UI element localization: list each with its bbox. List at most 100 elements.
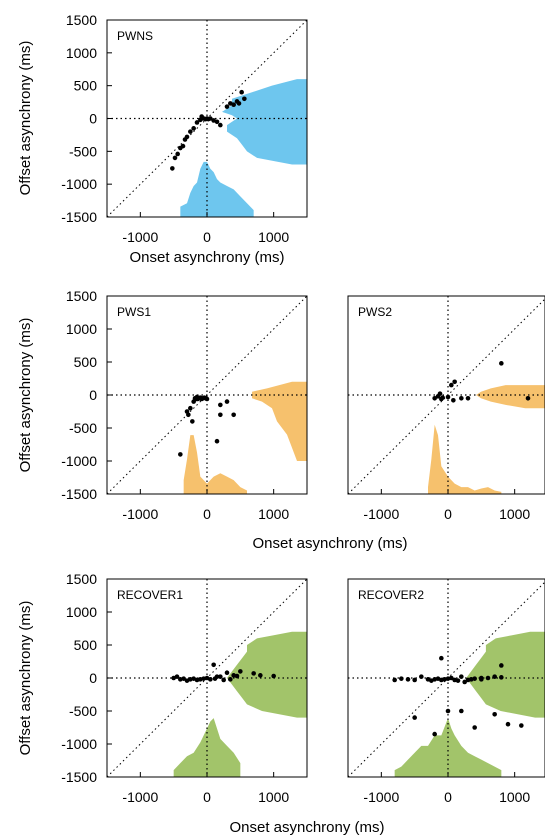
data-point <box>191 126 196 131</box>
data-point <box>492 674 497 679</box>
data-point <box>238 669 243 674</box>
y-tick-label: 0 <box>89 111 97 127</box>
y-tick-label: 1000 <box>66 604 97 620</box>
data-point <box>258 673 263 678</box>
data-point <box>271 674 276 679</box>
data-point <box>228 677 233 682</box>
x-tick-label: -1000 <box>363 506 399 522</box>
data-point <box>432 732 437 737</box>
data-point <box>231 102 236 107</box>
y-tick-label: 500 <box>74 354 98 370</box>
y-axis-label: Offset asynchrony (ms) <box>17 601 34 756</box>
data-point <box>446 709 451 714</box>
x-tick-label: 1000 <box>258 229 289 245</box>
x-tick-label: -1000 <box>122 789 158 805</box>
x-tick-label: 1000 <box>258 789 289 805</box>
x-tick-label: 1000 <box>499 789 530 805</box>
data-point <box>456 678 461 683</box>
y-axis-label: Offset asynchrony (ms) <box>17 318 34 473</box>
data-point <box>499 361 504 366</box>
data-point <box>218 123 223 128</box>
data-point <box>181 144 186 149</box>
y-tick-label: 500 <box>74 637 98 653</box>
data-point <box>506 722 511 727</box>
x-tick-label: -1000 <box>122 506 158 522</box>
data-point <box>225 670 230 675</box>
data-point <box>218 403 223 408</box>
data-point <box>451 398 456 403</box>
panel-plot-area <box>348 579 545 777</box>
data-point <box>440 395 445 400</box>
y-tick-label: -1000 <box>61 176 97 192</box>
onset-histogram <box>428 425 501 494</box>
data-point <box>499 663 504 668</box>
data-point <box>412 715 417 720</box>
panel-label: RECOVER2 <box>358 588 424 602</box>
data-point <box>235 674 240 679</box>
data-point <box>486 676 491 681</box>
data-point <box>215 119 220 124</box>
data-point <box>459 674 464 679</box>
data-point <box>231 413 236 418</box>
data-point <box>225 104 230 109</box>
data-point <box>215 439 220 444</box>
x-axis-label: Onset asynchrony (ms) <box>229 819 384 836</box>
data-point <box>242 97 247 102</box>
data-point <box>218 674 223 679</box>
y-tick-label: 500 <box>74 78 98 94</box>
panel-plot-area <box>107 20 307 217</box>
panel-label: PWNS <box>117 29 153 43</box>
x-tick-label: 1000 <box>499 506 530 522</box>
data-point <box>178 452 183 457</box>
x-tick-label: -1000 <box>122 229 158 245</box>
x-tick-label: 0 <box>203 789 211 805</box>
x-tick-label: 0 <box>203 506 211 522</box>
data-point <box>188 406 193 411</box>
data-point <box>459 709 464 714</box>
data-point <box>446 395 451 400</box>
data-point <box>205 397 210 402</box>
data-point <box>218 413 223 418</box>
data-point <box>211 663 216 668</box>
offset-histogram <box>466 632 545 718</box>
data-point <box>173 156 178 161</box>
data-point <box>499 675 504 680</box>
panel-pwns: PWNS -1000 0 1000 1500 1000 500 0 -500 -1000 -1500… <box>17 12 307 266</box>
y-tick-label: -500 <box>69 143 97 159</box>
panel-plot-area <box>348 296 545 494</box>
x-tick-label: 1000 <box>258 506 289 522</box>
data-point <box>472 725 477 730</box>
onset-histogram <box>184 435 247 494</box>
offset-histogram <box>476 385 545 408</box>
data-point <box>221 678 226 683</box>
data-point <box>399 676 404 681</box>
offset-histogram <box>222 79 307 164</box>
data-point <box>519 723 524 728</box>
x-tick-label: -1000 <box>363 789 399 805</box>
panel-label: PWS2 <box>358 305 392 319</box>
data-point <box>406 677 411 682</box>
data-point <box>472 676 477 681</box>
x-tick-label: 0 <box>444 789 452 805</box>
y-tick-label: 1500 <box>66 12 97 28</box>
data-point <box>208 677 213 682</box>
y-tick-label: 0 <box>89 670 97 686</box>
data-point <box>239 90 244 95</box>
data-point <box>479 676 484 681</box>
data-point <box>492 712 497 717</box>
y-tick-label: -1500 <box>61 486 97 502</box>
y-axis-label: Offset asynchrony (ms) <box>17 41 34 196</box>
x-axis-label: Onset asynchrony (ms) <box>129 249 284 266</box>
x-axis-label: Onset asynchrony (ms) <box>252 535 407 552</box>
data-point <box>526 396 531 401</box>
data-point <box>188 129 193 134</box>
panel-label: RECOVER1 <box>117 588 183 602</box>
data-point <box>412 678 417 683</box>
data-point <box>459 396 464 401</box>
y-tick-label: 1500 <box>66 288 97 304</box>
panel-label: PWS1 <box>117 305 151 319</box>
y-tick-label: -500 <box>69 420 97 436</box>
x-tick-label: 0 <box>203 229 211 245</box>
y-tick-label: 1000 <box>66 45 97 61</box>
